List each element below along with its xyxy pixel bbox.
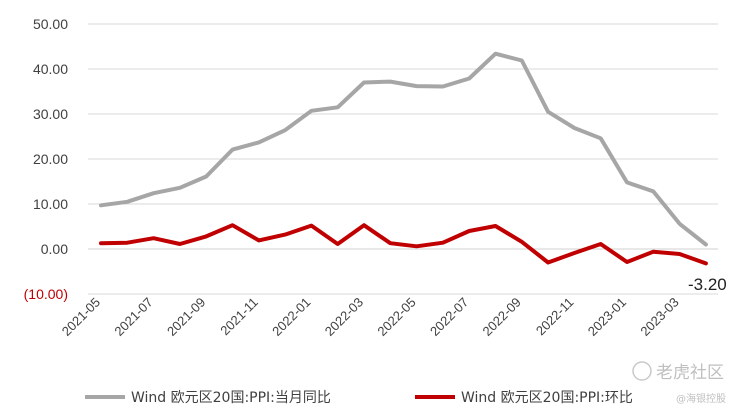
watermark-text: 老虎社区: [656, 363, 724, 383]
y-tick-label: 10.00: [33, 196, 68, 212]
series-lines: [99, 51, 708, 266]
last-value-annotation: -3.20: [688, 275, 727, 294]
x-tick-label: 2022-11: [533, 295, 577, 339]
watermark-subtext: @海银控股: [676, 392, 726, 405]
x-tick-label: 2022-05: [374, 295, 418, 339]
x-tick-label: 2021-11: [217, 295, 261, 339]
legend: Wind 欧元区20国:PPI:当月同比 Wind 欧元区20国:PPI:环比: [85, 390, 633, 406]
gridlines: [88, 23, 718, 295]
x-tick-label: 2022-09: [480, 295, 524, 339]
x-tick-label: 2022-03: [322, 295, 366, 339]
legend-label-mom: Wind 欧元区20国:PPI:环比: [461, 390, 633, 406]
watermark-logo-icon: [632, 361, 652, 381]
x-tick-label: 2023-03: [637, 295, 681, 339]
y-axis-tick-labels: 50.00 40.00 30.00 20.00 10.00 0.00 (10.00): [24, 16, 69, 302]
y-tick-label: 0.00: [41, 241, 68, 257]
x-tick-label: 2023-01: [585, 295, 629, 339]
x-tick-label: 2021-09: [164, 295, 208, 339]
y-tick-label: 50.00: [33, 16, 68, 32]
x-axis-tick-labels: 2021-05 2021-07 2021-09 2021-11 2022-01 2022-…: [59, 295, 682, 339]
y-tick-label: 40.00: [33, 61, 68, 77]
watermark: 老虎社区 @海银控股: [632, 361, 726, 405]
y-tick-label: (10.00): [24, 286, 68, 302]
y-tick-label: 30.00: [33, 106, 68, 122]
x-tick-label: 2021-07: [111, 295, 155, 339]
x-tick-label: 2022-01: [269, 295, 313, 339]
x-tick-label: 2022-07: [427, 295, 471, 339]
series-line-yoy: [99, 51, 708, 247]
legend-label-yoy: Wind 欧元区20国:PPI:当月同比: [131, 390, 331, 406]
y-tick-label: 20.00: [33, 151, 68, 167]
series-line-mom: [99, 223, 708, 266]
